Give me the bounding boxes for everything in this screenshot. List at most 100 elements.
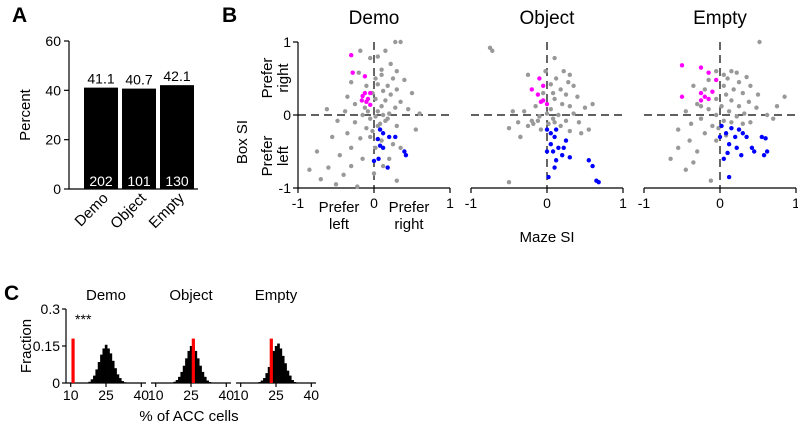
category-label: Demo (72, 190, 112, 230)
scatter-point-gray (522, 109, 527, 114)
scatter-point-gray (676, 127, 681, 132)
hist-bar (116, 374, 120, 383)
scatter-point-gray (687, 138, 692, 143)
hist-bar (88, 381, 92, 383)
scatter-point-gray (362, 105, 368, 110)
scatter-point-gray (726, 109, 732, 114)
scatter-point-gray (390, 76, 396, 81)
annot-y-top-1: Prefer (259, 58, 276, 99)
hist-bar (208, 382, 212, 383)
scatter-point-gray (341, 172, 346, 178)
hist-xtick-label: 10 (63, 387, 79, 403)
scatter-point-blue (744, 134, 749, 140)
hist-ytick-label: 0.15 (33, 338, 60, 354)
scatter-point-gray (307, 167, 312, 172)
hist-xtick-label: 40 (134, 387, 150, 403)
hist-bar (293, 382, 297, 383)
scatter-point-blue (749, 145, 755, 151)
scatter-xtick-label: 0 (716, 195, 724, 211)
scatter-point-gray (729, 120, 734, 125)
scatter-point-gray (390, 142, 396, 147)
scatter-point-gray (375, 54, 380, 59)
scatter-point-gray (510, 109, 515, 114)
hist-bar (104, 344, 108, 383)
scatter-point-magenta (359, 98, 365, 103)
scatter-point-gray (375, 123, 380, 129)
annot-y-bottom-1: Prefer (259, 136, 276, 177)
hist-bar (118, 378, 122, 383)
scatter-point-gray (506, 125, 512, 131)
scatter-point-gray (553, 76, 559, 81)
scatter-point-gray (394, 123, 399, 129)
scatter-point-gray (402, 77, 407, 83)
scatter-point-gray (683, 109, 688, 114)
scatter-point-gray (546, 121, 551, 126)
significance-stars: *** (75, 311, 92, 327)
hist-title-object: Object (169, 287, 213, 304)
scatter-title-object: Object (520, 8, 576, 29)
hist-bar (173, 381, 177, 383)
bar-object (122, 88, 156, 189)
scatter-point-gray (533, 104, 538, 109)
scatter-point-magenta (535, 92, 541, 97)
scatter-point-gray (393, 105, 398, 110)
scatter-point-gray (710, 123, 715, 129)
scatter-point-gray (368, 55, 373, 61)
scatter-point-gray (318, 177, 323, 182)
scatter-point-magenta (349, 52, 354, 58)
scatter-point-gray (515, 120, 521, 125)
scatter-point-gray (731, 87, 736, 92)
scatter-point-blue (726, 174, 732, 180)
scatter-point-blue (567, 155, 572, 160)
scatter-point-gray (746, 99, 752, 105)
scatter-point-gray (314, 149, 320, 154)
scatter-point-magenta (698, 90, 704, 96)
scatter-point-magenta (362, 74, 368, 79)
scatter-point-gray (548, 106, 553, 112)
scatter-point-blue (553, 127, 559, 132)
panel-a-ytick-label: 0 (53, 181, 61, 197)
scatter-point-gray (571, 83, 576, 89)
scatter-point-gray (375, 82, 380, 87)
scatter-point-gray (723, 92, 729, 97)
scatter-point-gray (364, 125, 369, 131)
scatter-point-gray (576, 120, 582, 125)
panel-a-ytick-label: 40 (45, 82, 61, 98)
hist-xtick-label: 25 (98, 387, 114, 403)
scatter-point-gray (406, 106, 411, 112)
scatter-point-gray (324, 106, 330, 112)
hist-bar (107, 348, 110, 383)
scatter-point-magenta (706, 70, 711, 75)
scatter-point-gray (688, 121, 694, 126)
hist-xtick-label: 40 (304, 387, 320, 403)
scatter-point-gray (695, 149, 700, 154)
scatter-point-gray (683, 167, 688, 172)
hist-bar (102, 348, 106, 383)
scatter-point-gray (552, 55, 557, 61)
scatter-point-blue (550, 149, 556, 154)
panel-a-ytick-label: 60 (45, 33, 61, 49)
scatter-point-gray (725, 76, 730, 81)
panel-a-y-label: Percent (17, 88, 34, 141)
scatter-point-gray (358, 136, 363, 141)
scatter-point-gray (364, 83, 369, 89)
hist-bar (284, 363, 287, 383)
scatter-point-gray (706, 106, 711, 112)
hist-bar (272, 350, 276, 383)
scatter-point-gray (721, 83, 726, 89)
scatter-point-blue (759, 134, 764, 140)
scatter-point-gray (330, 134, 335, 140)
scatter-point-gray (668, 156, 673, 161)
scatter-point-gray (385, 116, 390, 121)
bar-count-label: 101 (127, 173, 151, 189)
scatter-point-gray (716, 125, 721, 131)
scatter-point-blue (556, 145, 561, 151)
hist-bar (194, 350, 198, 383)
scatter-point-gray (734, 114, 739, 119)
scatter-point-gray (552, 120, 557, 125)
scatter-xtick-label: 1 (619, 195, 627, 211)
hist-bar (187, 350, 191, 383)
scatter-point-gray (740, 90, 745, 96)
hist-bar (111, 360, 115, 383)
scatter-point-gray (757, 39, 762, 45)
